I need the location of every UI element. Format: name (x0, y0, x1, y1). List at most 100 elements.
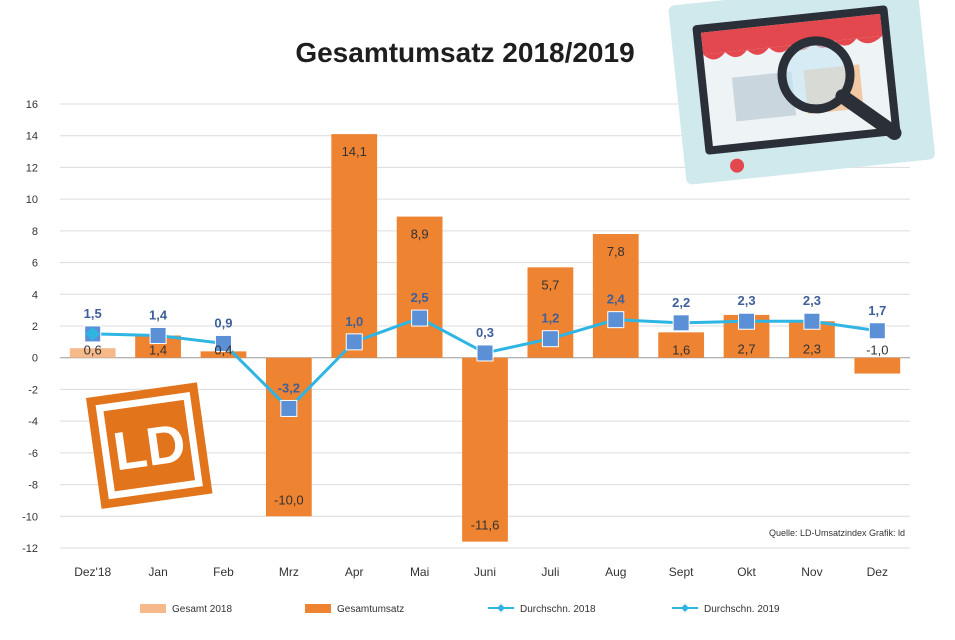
magnifier-shop-icon (668, 0, 935, 185)
bar-data-label: -1,0 (866, 343, 888, 358)
line-point (280, 399, 298, 417)
ld-logo-text: LD (110, 413, 190, 482)
bar (396, 216, 443, 358)
bar (265, 357, 312, 517)
line-point (214, 334, 232, 352)
y-tick-label: -12 (22, 543, 38, 555)
x-tick-label: Dez'18 (74, 565, 111, 579)
bar (462, 357, 508, 542)
bar-data-label: 1,6 (672, 343, 690, 358)
x-tick-label: Juli (541, 565, 559, 579)
line-data-label: 0,3 (476, 325, 494, 340)
magnifier-handle (835, 89, 902, 141)
bar-data-label: 0,4 (214, 343, 232, 358)
bar (331, 134, 378, 358)
line-point (868, 322, 886, 340)
line-point (476, 344, 494, 362)
line-data-label: 1,5 (84, 306, 102, 321)
line-point (345, 333, 363, 351)
x-tick-label: Jan (148, 565, 167, 579)
bar (658, 332, 705, 358)
x-tick-label: Mrz (279, 565, 299, 579)
bar-data-label: 7,8 (607, 244, 625, 259)
bar-data-label: 14,1 (342, 144, 367, 159)
y-tick-label: 8 (32, 226, 38, 238)
y-tick-label: 12 (26, 162, 38, 174)
legend-swatch (140, 604, 166, 613)
x-tick-label: Sept (669, 565, 694, 579)
bars-layer (69, 134, 901, 542)
bar-data-label: 5,7 (541, 277, 559, 292)
line-point (672, 314, 690, 332)
x-tick-label: Apr (345, 565, 364, 579)
y-tick-label: -10 (22, 511, 38, 523)
ld-logo-box (86, 382, 213, 509)
y-tick-label: 6 (32, 258, 38, 270)
bar-data-label: 2,7 (737, 342, 755, 357)
legend-label: Gesamtumsatz (337, 604, 404, 615)
y-tick-label: 16 (26, 99, 38, 111)
line-point (149, 327, 167, 345)
magnifier-lens (777, 36, 855, 114)
source-note: Quelle: LD-Umsatzindex Grafik: ld (769, 528, 905, 538)
line-point (803, 312, 821, 330)
x-tick-label: Juni (474, 565, 496, 579)
ld-logo: LD (86, 382, 213, 509)
x-tick-label: Dez (867, 565, 888, 579)
shop-awning (700, 13, 883, 55)
line-data-label: 1,7 (868, 303, 886, 318)
line-data-label: 2,4 (607, 292, 626, 307)
x-tick-label: Nov (801, 565, 822, 579)
line-data-label: 2,2 (672, 295, 690, 310)
bar (592, 234, 639, 358)
y-tick-label: 14 (26, 131, 38, 143)
line-data-label: 2,3 (737, 293, 755, 308)
line-data-label: 1,2 (541, 311, 559, 326)
awning-scallops (703, 35, 883, 60)
x-tick-label: Aug (605, 565, 626, 579)
legend: Gesamt 2018 Gesamtumsatz Durchschn. 2018 Du… (140, 604, 780, 615)
legend-label: Gesamt 2018 (172, 604, 232, 615)
bar-data-label: 1,4 (149, 343, 167, 358)
ld-logo-frame (95, 392, 203, 500)
bar (854, 357, 901, 374)
bar-data-label: 0,6 (84, 343, 102, 358)
line-layer (84, 309, 886, 417)
line-point (607, 311, 625, 329)
line-data-label: 1,0 (345, 314, 363, 329)
y-tick-label: -2 (28, 384, 38, 396)
legend-label: Durchschn. 2019 (704, 604, 780, 615)
y-tick-label: -6 (28, 448, 38, 460)
bar (200, 351, 247, 358)
bar-data-label: 8,9 (411, 227, 429, 242)
x-tick-label: Okt (737, 565, 756, 579)
legend-swatch (305, 604, 331, 613)
line-point (738, 312, 756, 330)
line-data-label: 0,9 (214, 315, 232, 330)
bar-data-label: -10,0 (274, 492, 304, 507)
bar (135, 335, 181, 358)
y-tick-label: 10 (26, 194, 38, 206)
legend-label: Durchschn. 2018 (520, 604, 596, 615)
y-tick-label: -8 (28, 480, 38, 492)
bar-data-label: -11,6 (471, 518, 500, 533)
line-data-label: 1,4 (149, 308, 168, 323)
x-tick-label: Mai (410, 565, 429, 579)
bar-data-label: 2,3 (803, 342, 821, 357)
line-data-label: -3,2 (278, 380, 300, 395)
y-tick-label: 0 (32, 353, 38, 365)
line-point (541, 330, 559, 348)
y-tick-label: 4 (32, 289, 38, 301)
x-tick-label: Feb (213, 565, 234, 579)
labels-layer: Dez'18 Jan Feb Mrz Apr Mai Juni Juli Aug Sept Okt N… (74, 144, 888, 579)
legend-marker (681, 604, 689, 612)
pin-dot (730, 158, 745, 173)
bar (69, 348, 116, 358)
line-point (411, 309, 429, 327)
legend-marker (497, 604, 505, 612)
y-tick-label: 2 (32, 321, 38, 333)
line-data-label: 2,3 (803, 293, 821, 308)
chart-title: Gesamtumsatz 2018/2019 (295, 37, 634, 68)
line-data-label: 2,5 (411, 290, 429, 305)
